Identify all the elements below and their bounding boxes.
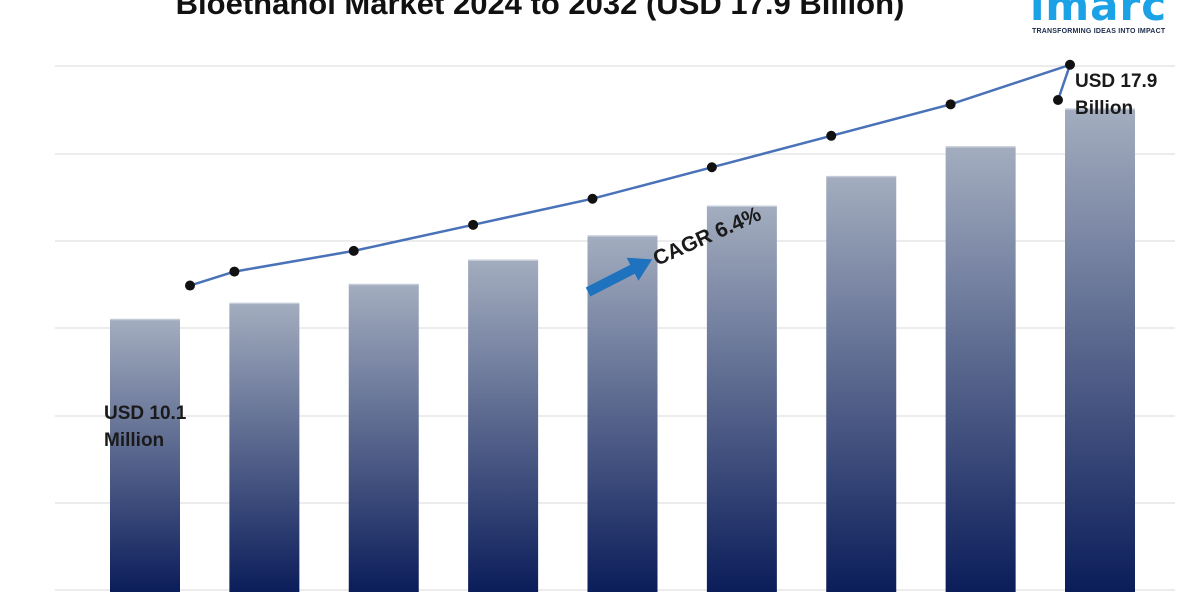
logo-wordmark: imarc bbox=[1030, 0, 1168, 30]
chart-title: Bioethanol Market 2024 to 2032 (USD 17.9… bbox=[175, 0, 905, 21]
trend-line bbox=[189, 62, 1072, 287]
bar-2031 bbox=[945, 146, 1016, 592]
bar-2028 bbox=[587, 235, 658, 592]
start-value-label: USD 10.1 bbox=[104, 403, 187, 424]
trend-marker bbox=[945, 99, 956, 110]
end-value-label: USD 17.9 bbox=[1075, 71, 1157, 92]
cagr-arrow-head bbox=[626, 257, 653, 281]
trend-marker bbox=[826, 130, 837, 141]
imarc-logo: imarc TRANSFORMING IDEAS INTO IMPACT bbox=[1030, 0, 1180, 40]
trend-marker bbox=[348, 245, 359, 256]
cagr-arrow-shaft bbox=[585, 263, 637, 297]
trend-marker bbox=[185, 280, 195, 291]
logo-tagline: TRANSFORMING IDEAS INTO IMPACT bbox=[1032, 28, 1166, 35]
trend-marker bbox=[706, 162, 717, 173]
bar-2027 bbox=[468, 260, 539, 592]
bars bbox=[110, 108, 1135, 593]
trend-marker bbox=[229, 266, 240, 277]
trend-marker bbox=[1053, 95, 1063, 105]
cagr-arrow-group bbox=[585, 257, 653, 297]
trend-marker bbox=[587, 193, 598, 204]
bar-2024 bbox=[110, 319, 180, 592]
bar-2032 bbox=[1065, 109, 1135, 593]
bar-2026 bbox=[348, 284, 419, 592]
trend-line-group bbox=[185, 59, 1075, 291]
trend-marker bbox=[1065, 59, 1075, 70]
bar-2030 bbox=[826, 176, 897, 592]
end-unit-label: Billion bbox=[1075, 98, 1133, 119]
cagr-arrow-icon bbox=[585, 257, 653, 297]
bar-2025 bbox=[229, 303, 300, 592]
trend-marker bbox=[468, 219, 479, 230]
start-unit-label: Million bbox=[104, 430, 164, 451]
bar-2029 bbox=[706, 206, 777, 592]
